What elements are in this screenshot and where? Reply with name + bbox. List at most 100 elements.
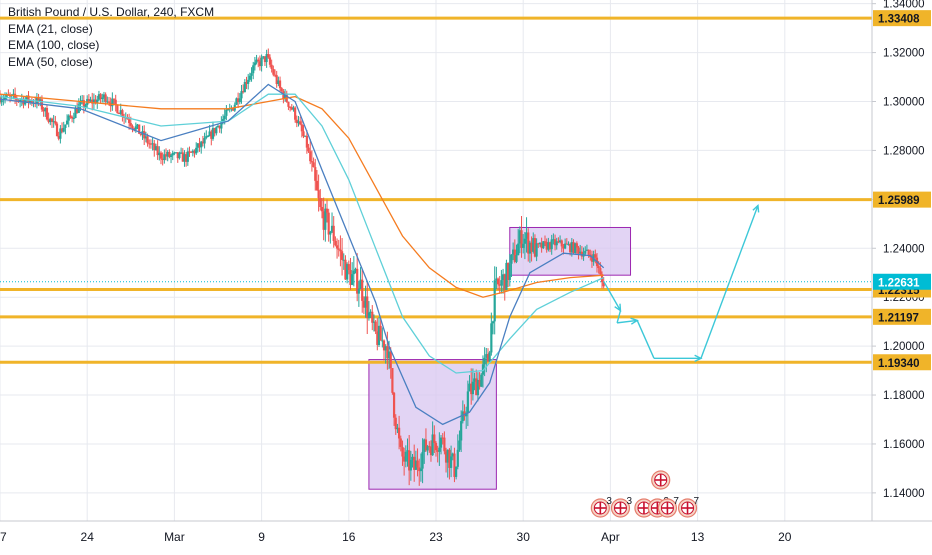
candle-body: [520, 230, 523, 248]
candle-body: [500, 280, 503, 286]
candle-body: [292, 107, 295, 110]
event-flag-icon[interactable]: 7: [677, 496, 700, 518]
candle-body: [391, 368, 394, 393]
candle-body: [319, 198, 322, 208]
candle-body: [302, 131, 305, 137]
candle-body: [106, 101, 109, 103]
candle-body: [548, 242, 552, 250]
candle-body: [394, 417, 397, 430]
candle-body: [82, 100, 85, 108]
y-tick-label: 1.24000: [883, 243, 925, 255]
candle-body: [466, 391, 469, 414]
candle-body: [543, 241, 547, 243]
candle-body: [356, 268, 359, 294]
x-tick-label: 24: [81, 530, 95, 544]
candle-body: [392, 392, 396, 418]
forecast-arrow-path[interactable]: [603, 203, 760, 363]
candle-body: [483, 357, 486, 365]
event-flag-icon[interactable]: 3: [590, 496, 612, 518]
ema-21-line: [0, 83, 605, 426]
candle-body: [262, 56, 265, 58]
candle-body: [590, 257, 594, 262]
candle-body: [426, 446, 429, 451]
level-price-tag: 1.19340: [873, 354, 931, 371]
candle-body: [180, 152, 183, 154]
y-tick-label: 1.16000: [883, 439, 925, 451]
candle-body: [476, 379, 480, 396]
candle-body: [29, 100, 32, 102]
candle-body: [295, 119, 298, 124]
x-tick-label: 13: [691, 530, 705, 544]
candle-body: [517, 243, 520, 256]
candle-body: [527, 232, 530, 254]
level-price-tag: 1.25989: [873, 191, 931, 208]
candle-body: [154, 146, 158, 151]
candle-body: [183, 154, 186, 162]
candle-body: [39, 99, 42, 102]
candle-body: [300, 124, 303, 132]
candle-body: [283, 93, 287, 99]
candle-body: [76, 108, 79, 113]
last-price-tag-text: 1.22631: [878, 277, 920, 289]
candle-body: [552, 239, 555, 241]
candle-body: [47, 119, 50, 123]
chart-legend: British Pound / U.S. Dollar, 240, FXCM E…: [8, 4, 214, 70]
candle-body: [312, 162, 315, 168]
candle-body: [280, 88, 283, 92]
candle-body: [344, 259, 347, 280]
candle-body: [223, 115, 226, 120]
candle-body: [461, 411, 464, 422]
last-price-tag: 1.22631: [873, 273, 931, 290]
candle-body: [186, 151, 189, 162]
time-axis[interactable]: 17 24 Mar 9 16 23 30 Apr 13 20: [0, 530, 792, 544]
candle-body: [144, 136, 147, 139]
candle-body: [513, 249, 516, 262]
candle-body: [45, 107, 49, 120]
candle-body: [89, 99, 92, 102]
candle-body: [128, 119, 131, 124]
candle-body: [465, 413, 468, 417]
candle-body: [59, 128, 62, 139]
price-axis[interactable]: 1.140001.160001.180001.200001.220001.240…: [872, 0, 931, 500]
candle-body: [129, 123, 132, 126]
candle-body: [436, 450, 439, 452]
candle-body: [460, 421, 463, 441]
candle-body: [290, 107, 293, 110]
event-flag-icon[interactable]: 3: [610, 496, 632, 518]
candle-body: [362, 300, 365, 308]
candle-body: [579, 251, 582, 254]
candle-body: [27, 95, 30, 102]
level-price-tag-text: 1.33408: [878, 14, 920, 26]
candle-body: [387, 351, 391, 359]
candle-body: [188, 151, 191, 153]
candle-body: [470, 383, 473, 395]
candle-body: [429, 446, 433, 456]
candle-body: [164, 154, 168, 157]
candle-body: [203, 138, 206, 144]
candle-body: [574, 243, 577, 253]
candle-body: [545, 241, 548, 250]
candle-body: [413, 456, 416, 470]
candle-body: [453, 453, 456, 477]
candle-body: [235, 98, 238, 105]
event-flag-icon[interactable]: [651, 470, 671, 490]
candle-body: [52, 121, 55, 123]
candle-body: [444, 451, 448, 463]
event-flag-icon[interactable]: [634, 498, 654, 518]
candle-body: [190, 151, 193, 153]
candle-body: [263, 56, 267, 63]
candle-body: [218, 125, 221, 129]
candle-body: [371, 311, 374, 323]
candle-body: [329, 231, 332, 235]
economic-events[interactable]: 33277: [590, 470, 700, 518]
candle-body: [309, 151, 312, 162]
candle-body: [42, 109, 45, 112]
x-tick-label: Mar: [164, 530, 185, 544]
event-flag-icon[interactable]: 7: [657, 496, 679, 518]
candle-body: [136, 124, 139, 127]
forecast-arrowhead: [614, 303, 622, 313]
candle-body: [315, 180, 319, 191]
candle-body: [416, 460, 419, 468]
